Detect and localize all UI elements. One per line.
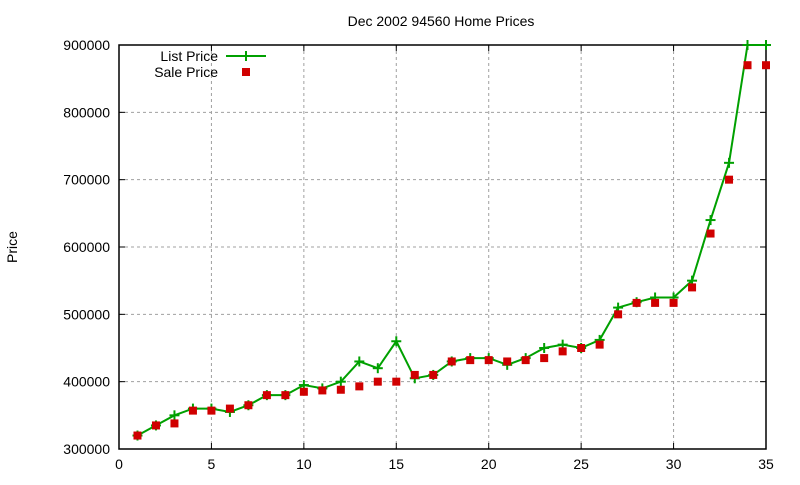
sale-price-point <box>762 61 770 70</box>
sale-price-point <box>669 298 678 307</box>
sale-price-point <box>207 406 216 415</box>
x-tick-label: 0 <box>115 456 123 472</box>
y-tick-label: 400000 <box>63 374 110 390</box>
y-tick-label: 900000 <box>63 37 110 53</box>
sale-price-point <box>225 404 234 413</box>
x-tick-label: 5 <box>208 456 216 472</box>
axes: 0 5 10 15 20 25 30 35 300000 400000 500000 600000 70… <box>63 37 774 472</box>
list-price-point <box>391 336 402 347</box>
list-price-line <box>137 44 766 437</box>
sale-price-point <box>299 387 308 396</box>
list-price-point <box>335 376 346 387</box>
list-price-point <box>705 215 716 226</box>
sale-price-point <box>558 347 567 356</box>
sale-price-point <box>281 391 290 400</box>
sale-price-point <box>447 357 456 366</box>
y-tick-label: 600000 <box>63 239 110 255</box>
legend-plus-marker <box>241 51 251 61</box>
sale-price-point <box>521 356 530 365</box>
x-tick-label: 15 <box>388 456 404 472</box>
x-tick-label: 20 <box>481 456 497 472</box>
list-price-point <box>372 363 383 374</box>
legend-square-marker <box>242 68 250 76</box>
x-tick-label: 25 <box>573 456 589 472</box>
list-price-point <box>724 157 735 168</box>
sale-price-point <box>595 340 604 349</box>
sale-price-point <box>133 431 142 440</box>
sale-price-point <box>336 385 345 394</box>
sale-price-point <box>392 377 401 386</box>
y-tick-label: 800000 <box>63 104 110 120</box>
legend-label: List Price <box>160 48 218 64</box>
chart-title: Dec 2002 94560 Home Prices <box>348 13 535 29</box>
sale-price-point <box>688 283 697 292</box>
x-tick-label: 10 <box>296 456 312 472</box>
sale-price-point <box>410 370 419 379</box>
sale-price-point <box>429 370 438 379</box>
y-tick-label: 500000 <box>63 306 110 322</box>
list-price-point <box>539 343 550 353</box>
list-price-point <box>354 356 365 367</box>
list-price-point <box>761 40 771 50</box>
sale-price-point <box>466 356 475 365</box>
sale-price-point <box>170 419 179 428</box>
series-layer <box>132 40 771 441</box>
sale-price-point <box>614 310 623 319</box>
plot-border <box>118 44 767 450</box>
y-tick-label: 700000 <box>63 172 110 188</box>
sale-price-point <box>151 421 160 430</box>
y-axis-label: Price <box>4 231 20 263</box>
sale-price-point <box>725 175 734 184</box>
sale-price-point <box>484 356 493 365</box>
sale-price-point <box>318 386 327 395</box>
x-tick-label: 30 <box>666 456 682 472</box>
sale-price-point <box>262 391 271 400</box>
y-tick-label: 300000 <box>63 441 110 457</box>
sale-price-point <box>355 382 364 391</box>
sale-price-point <box>188 406 197 415</box>
list-price-point <box>169 410 180 421</box>
sale-price-point <box>651 298 660 307</box>
sale-price-point <box>632 298 641 307</box>
legend-label: Sale Price <box>154 64 218 80</box>
x-tick-label: 35 <box>758 456 774 472</box>
list-price-point <box>742 40 753 50</box>
sale-price-point <box>743 61 752 70</box>
sale-price-point <box>540 354 549 363</box>
grid <box>119 45 766 449</box>
sale-price-point <box>373 377 382 386</box>
sale-price-point <box>577 344 586 352</box>
sale-price-point <box>244 401 253 410</box>
sale-price-point <box>503 357 512 366</box>
sale-price-point <box>706 229 715 238</box>
